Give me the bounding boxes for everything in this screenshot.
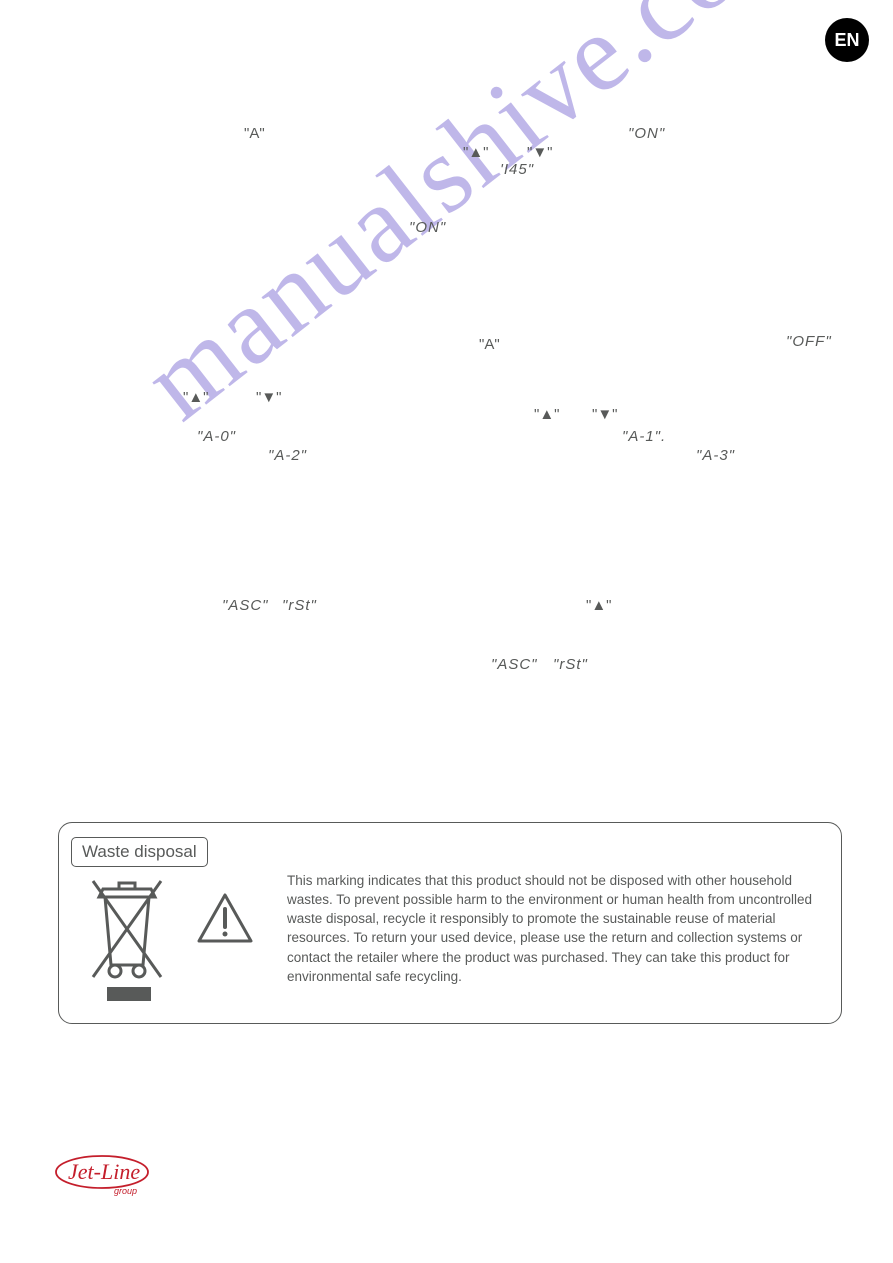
waste-disposal-box: Waste disposal This marking indicates th…: [58, 822, 842, 1024]
label-a-2: "A": [479, 336, 500, 353]
up-arrow-3: "▲": [534, 406, 560, 423]
label-rst-2: "rSt": [553, 656, 588, 673]
label-on-1: "ON": [628, 125, 665, 142]
label-a2: "A-2": [268, 447, 307, 464]
logo-text: Jet-Line: [68, 1159, 140, 1184]
language-badge: EN: [825, 18, 869, 62]
label-off: "OFF": [786, 333, 832, 350]
down-arrow-2: "▼": [256, 389, 282, 406]
label-on-2: "ON": [409, 219, 446, 236]
label-a0: "A-0": [197, 428, 236, 445]
logo-subtext: group: [114, 1186, 137, 1196]
label-i45: 'I45": [500, 161, 534, 178]
warning-icon: [195, 891, 255, 945]
label-a1: "A-1".: [622, 428, 666, 445]
up-arrow-4: "▲": [586, 597, 612, 614]
weee-bin-icon: [83, 875, 171, 1003]
up-arrow-1: "▲": [463, 144, 489, 161]
label-asc-1: "ASC": [222, 597, 269, 614]
down-arrow-1: "▼": [527, 144, 553, 161]
label-a3: "A-3": [696, 447, 735, 464]
watermark-text: manualshive.com: [120, 0, 831, 445]
up-arrow-2: "▲": [183, 389, 209, 406]
waste-disposal-text: This marking indicates that this product…: [287, 871, 817, 986]
label-asc-2: "ASC": [491, 656, 538, 673]
jetline-logo: Jet-Line group: [54, 1152, 150, 1200]
down-arrow-3: "▼": [592, 406, 618, 423]
waste-disposal-label: Waste disposal: [71, 837, 208, 867]
label-rst-1: "rSt": [282, 597, 317, 614]
label-a-1: "A": [244, 125, 265, 142]
